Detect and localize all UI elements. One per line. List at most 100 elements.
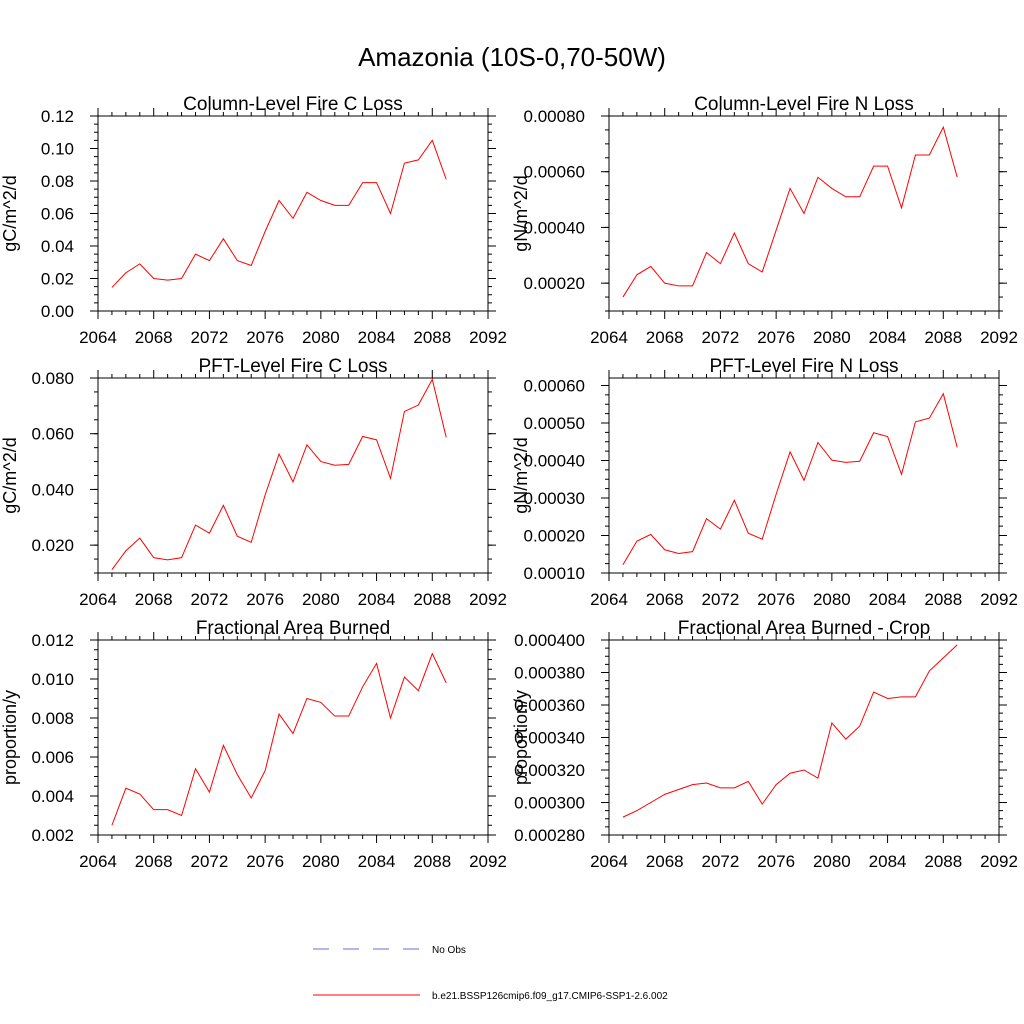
x-tick-label: 2076 <box>757 328 795 347</box>
plot-frame <box>97 377 489 574</box>
x-tick-label: 2084 <box>869 328 907 347</box>
y-tick-label: 0.00010 <box>524 564 585 583</box>
x-tick-label: 2072 <box>702 590 740 609</box>
series-line <box>111 139 447 288</box>
x-tick-label: 2076 <box>757 590 795 609</box>
y-axis-label: gN/m^2/d <box>511 437 531 513</box>
x-tick-label: 2088 <box>924 852 962 871</box>
y-tick-label: 0.004 <box>31 787 74 806</box>
x-tick-label: 2068 <box>135 590 173 609</box>
legend-obs-label: No Obs <box>432 945 466 956</box>
x-tick-label: 2088 <box>413 590 451 609</box>
y-tick-label: 0.080 <box>31 369 74 388</box>
x-tick-label: 2064 <box>590 590 628 609</box>
series-line <box>622 392 958 566</box>
y-tick-label: 0.006 <box>31 748 74 767</box>
plot-frame <box>608 377 1000 574</box>
y-tick-label: 0.060 <box>31 425 74 444</box>
x-tick-label: 2084 <box>358 590 396 609</box>
y-axis-label: proportion/y <box>0 690 20 785</box>
x-tick-label: 2092 <box>980 852 1018 871</box>
x-tick-label: 2072 <box>191 328 229 347</box>
x-tick-label: 2072 <box>702 852 740 871</box>
y-tick-label: 0.010 <box>31 670 74 689</box>
x-tick-label: 2072 <box>191 852 229 871</box>
x-tick-label: 2084 <box>358 328 396 347</box>
x-tick-label: 2068 <box>646 590 684 609</box>
y-tick-label: 0.00040 <box>524 218 585 237</box>
y-tick-label: 0.10 <box>41 140 74 159</box>
y-tick-label: 0.00060 <box>524 163 585 182</box>
y-tick-label: 0.06 <box>41 205 74 224</box>
panel-2: Column-Level Fire N Loss 2064 2068 2072 2076… <box>511 94 1018 347</box>
y-tick-label: 0.020 <box>31 536 74 555</box>
x-tick-label: 2084 <box>358 852 396 871</box>
panel-title: PFT-Level Fire C Loss <box>199 356 388 377</box>
x-tick-label: 2068 <box>135 852 173 871</box>
y-tick-label: 0.040 <box>31 480 74 499</box>
y-axis-label: proportion/y <box>511 690 531 785</box>
x-tick-label: 2080 <box>302 852 340 871</box>
y-tick-label: 0.00 <box>41 302 74 321</box>
x-tick-label: 2084 <box>869 852 907 871</box>
y-tick-label: 0.00050 <box>524 414 585 433</box>
y-tick-label: 0.00020 <box>524 527 585 546</box>
x-tick-label: 2088 <box>924 328 962 347</box>
x-tick-label: 2064 <box>590 328 628 347</box>
y-tick-label: 0.002 <box>31 826 74 845</box>
y-axis-label: gC/m^2/d <box>0 175 20 251</box>
y-tick-label: 0.08 <box>41 172 74 191</box>
x-tick-label: 2064 <box>79 328 117 347</box>
panel-6: Fractional Area Burned - Crop 2064 2068 207… <box>511 618 1018 871</box>
x-tick-label: 2080 <box>302 328 340 347</box>
y-tick-label: 0.02 <box>41 270 74 289</box>
panel-1: Column-Level Fire C Loss 2064 2068 2072 2076… <box>0 94 507 347</box>
x-tick-label: 2080 <box>813 328 851 347</box>
x-tick-label: 2092 <box>469 590 507 609</box>
legend-model-label: b.e21.BSSP126cmip6.f09_g17.CMIP6-SSP1-2.… <box>432 991 668 1002</box>
y-tick-label: 0.008 <box>31 709 74 728</box>
y-tick-label: 0.000280 <box>514 826 585 845</box>
panel-title: Fractional Area Burned <box>196 618 390 639</box>
x-tick-label: 2068 <box>135 328 173 347</box>
y-tick-label: 0.00030 <box>524 489 585 508</box>
panel-5: Fractional Area Burned 2064 2068 2072 2076 20… <box>0 618 507 871</box>
series-line <box>622 125 958 298</box>
panel-3: PFT-Level Fire C Loss 2064 2068 2072 2076 208… <box>0 356 507 609</box>
x-tick-label: 2076 <box>757 852 795 871</box>
y-tick-label: 0.04 <box>41 237 74 256</box>
y-tick-label: 0.00080 <box>524 107 585 126</box>
x-tick-label: 2072 <box>702 328 740 347</box>
y-axis-label: gN/m^2/d <box>511 175 531 251</box>
y-tick-label: 0.000380 <box>514 664 585 683</box>
x-tick-label: 2072 <box>191 590 229 609</box>
x-tick-label: 2092 <box>469 328 507 347</box>
x-tick-label: 2080 <box>813 852 851 871</box>
y-tick-label: 0.000360 <box>514 696 585 715</box>
x-tick-label: 2064 <box>590 852 628 871</box>
x-tick-label: 2064 <box>79 852 117 871</box>
y-tick-label: 0.000320 <box>514 761 585 780</box>
x-tick-label: 2064 <box>79 590 117 609</box>
plot-frame <box>97 115 489 312</box>
figure-title: Amazonia (10S-0,70-50W) <box>358 42 666 72</box>
x-tick-label: 2084 <box>869 590 907 609</box>
legend: No Obs b.e21.BSSP126cmip6.f09_g17.CMIP6-… <box>313 945 668 1002</box>
x-tick-label: 2076 <box>246 590 284 609</box>
y-tick-label: 0.00040 <box>524 452 585 471</box>
y-tick-label: 0.00060 <box>524 377 585 396</box>
series-line <box>111 652 447 826</box>
plot-frame <box>97 639 489 836</box>
x-tick-label: 2088 <box>413 328 451 347</box>
x-tick-label: 2088 <box>413 852 451 871</box>
x-tick-label: 2076 <box>246 328 284 347</box>
plot-frame <box>608 639 1000 836</box>
x-tick-label: 2092 <box>980 590 1018 609</box>
panel-title: Fractional Area Burned - Crop <box>678 618 930 639</box>
panel-title: Column-Level Fire C Loss <box>183 94 403 115</box>
y-axis-label: gC/m^2/d <box>0 437 20 513</box>
y-tick-label: 0.000400 <box>514 631 585 650</box>
y-tick-label: 0.12 <box>41 107 74 126</box>
y-tick-label: 0.000340 <box>514 729 585 748</box>
x-tick-label: 2080 <box>302 590 340 609</box>
